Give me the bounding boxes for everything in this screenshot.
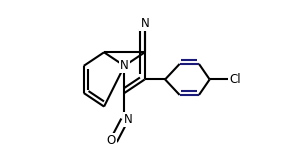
Text: N: N	[140, 17, 149, 30]
Text: O: O	[107, 134, 116, 147]
Text: Cl: Cl	[229, 73, 241, 86]
Text: N: N	[124, 113, 133, 126]
Text: N: N	[120, 59, 129, 72]
